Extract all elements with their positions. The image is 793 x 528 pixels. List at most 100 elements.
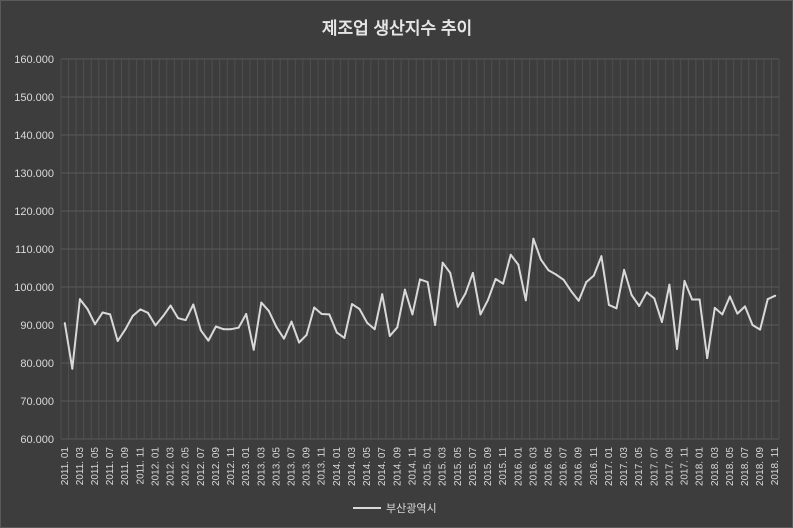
series-line-busan	[63, 237, 776, 370]
data-point	[456, 305, 459, 308]
x-tick-label: 2016. 09	[574, 447, 585, 486]
data-point	[177, 317, 180, 320]
data-point	[403, 288, 406, 291]
data-point	[638, 305, 641, 307]
y-tick-label: 80.000	[20, 358, 54, 370]
data-point	[547, 269, 550, 272]
x-tick-label: 2011. 05	[90, 447, 101, 486]
data-point	[86, 308, 89, 311]
x-tick-label: 2017. 05	[634, 447, 645, 486]
data-point	[358, 308, 361, 311]
data-point	[668, 283, 671, 286]
x-tick-label: 2018. 01	[695, 447, 706, 486]
data-point	[600, 255, 603, 258]
data-point	[751, 324, 754, 326]
data-point	[328, 313, 331, 316]
x-tick-label: 2012. 05	[181, 447, 192, 486]
data-point	[653, 297, 656, 300]
y-tick-label: 60.000	[20, 434, 54, 446]
data-point	[184, 319, 187, 322]
data-point	[449, 271, 452, 274]
data-point	[214, 325, 217, 328]
data-point	[124, 328, 127, 331]
y-tick-label: 140.000	[14, 130, 54, 142]
data-point	[532, 237, 535, 240]
data-point	[396, 326, 399, 329]
data-point	[713, 306, 716, 309]
data-point	[721, 313, 724, 316]
data-point	[698, 298, 701, 301]
y-tick-label: 90.000	[20, 320, 54, 332]
data-point	[71, 367, 74, 370]
data-point	[199, 329, 202, 332]
x-tick-label: 2016. 11	[589, 447, 600, 486]
x-tick-label: 2013. 01	[241, 447, 252, 486]
data-point	[555, 273, 558, 276]
data-point	[94, 323, 97, 326]
data-point	[146, 311, 149, 314]
data-point	[562, 278, 565, 281]
data-point	[275, 325, 278, 328]
x-tick-label: 2018. 05	[725, 447, 736, 486]
data-point	[350, 303, 353, 306]
data-point	[411, 313, 414, 316]
data-point	[260, 301, 263, 304]
series-layer	[63, 237, 777, 370]
data-point	[615, 307, 618, 310]
x-tick-label: 2014. 05	[362, 447, 373, 486]
data-point	[509, 253, 512, 256]
x-tick-label: 2014. 11	[407, 447, 418, 486]
y-axis-ticks: 60.000 70.000 80.000 90.000 100.000 110.000 12…	[14, 54, 54, 446]
x-tick-label: 2016. 01	[513, 447, 524, 486]
x-tick-label: 2017. 07	[649, 447, 660, 486]
data-point	[230, 328, 233, 331]
data-point	[592, 274, 595, 277]
data-point	[381, 293, 384, 296]
data-point	[434, 324, 437, 326]
data-point	[766, 298, 769, 301]
x-tick-label: 2011. 07	[105, 447, 116, 486]
x-tick-label: 2016. 03	[528, 447, 539, 486]
x-tick-label: 2017. 11	[680, 447, 691, 486]
data-point	[691, 298, 694, 301]
y-tick-label: 100.000	[14, 282, 54, 294]
x-tick-label: 2011. 11	[135, 447, 146, 485]
data-point	[78, 298, 81, 301]
x-tick-label: 2015. 11	[498, 447, 509, 486]
data-point	[116, 339, 119, 342]
x-tick-label: 2013. 09	[302, 447, 313, 486]
x-tick-label: 2018. 09	[755, 447, 766, 486]
x-tick-label: 2018. 11	[770, 447, 781, 486]
data-point	[131, 314, 134, 317]
data-point	[759, 328, 762, 331]
y-tick-label: 120.000	[14, 206, 54, 218]
data-point	[290, 320, 293, 323]
data-point	[101, 311, 104, 314]
data-point	[471, 271, 474, 274]
x-tick-label: 2015. 09	[483, 447, 494, 486]
x-tick-label: 2013. 07	[287, 447, 298, 486]
x-tick-label: 2014. 03	[347, 447, 358, 486]
data-point	[660, 320, 663, 323]
data-point	[441, 261, 444, 264]
data-point	[426, 281, 429, 284]
data-point	[419, 278, 421, 281]
data-point	[683, 279, 686, 282]
data-point	[335, 331, 338, 334]
legend-label: 부산광역시	[386, 502, 437, 515]
x-tick-label: 2015. 01	[423, 447, 434, 486]
data-point	[502, 282, 505, 285]
data-point	[539, 258, 542, 261]
y-tick-label: 160.000	[14, 54, 54, 66]
y-tick-label: 110.000	[15, 244, 54, 256]
data-point	[494, 278, 497, 281]
data-point	[313, 306, 316, 309]
x-tick-label: 2012. 01	[150, 447, 161, 486]
data-point	[645, 291, 648, 294]
y-tick-label: 150.000	[14, 92, 54, 104]
data-point	[305, 333, 308, 336]
x-tick-label: 2011. 09	[120, 447, 131, 486]
data-point	[675, 347, 678, 350]
x-tick-label: 2016. 05	[543, 447, 554, 486]
